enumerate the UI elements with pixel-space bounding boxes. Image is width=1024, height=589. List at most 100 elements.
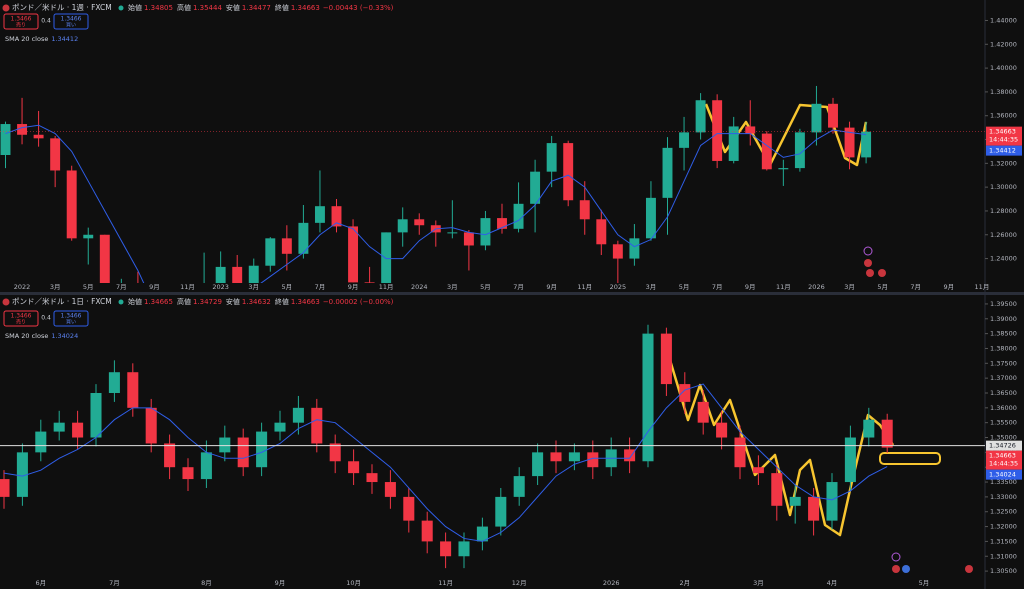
event-icons[interactable] — [863, 246, 973, 573]
symbol-icon — [2, 4, 10, 12]
buy-button[interactable] — [53, 13, 89, 30]
y-tick-label: 1.24000 — [990, 255, 1017, 263]
candle-body — [716, 422, 728, 438]
quote-value: 1.34632 — [242, 298, 271, 306]
quote-change: −0.00002 (−0.00%) — [323, 298, 394, 306]
candle-body — [771, 473, 783, 506]
candle-body — [645, 197, 656, 239]
candle-body — [697, 401, 709, 423]
y-tick-label: 1.44000 — [990, 16, 1017, 24]
candle-body — [83, 234, 94, 239]
sma-price: 1.34024 — [989, 471, 1016, 479]
sell-button[interactable] — [3, 310, 39, 327]
candle-body — [550, 452, 562, 462]
x-tick-label: 3月 — [753, 579, 764, 587]
x-tick-label: 9月 — [275, 579, 286, 587]
candle-body — [612, 244, 623, 259]
y-tick-label: 1.31500 — [990, 537, 1017, 545]
x-tick-label: 11月 — [975, 283, 990, 291]
sma-price-box — [986, 145, 1022, 156]
x-tick-label: 7月 — [116, 283, 127, 291]
y-tick-label: 1.42000 — [990, 40, 1017, 48]
candle-body — [513, 476, 525, 497]
event-icon[interactable] — [892, 565, 900, 573]
quote-value: 1.34805 — [144, 4, 173, 12]
candle-body — [745, 126, 756, 134]
event-icon[interactable] — [864, 259, 872, 267]
candle-body — [248, 265, 259, 283]
candle-body — [127, 372, 139, 408]
candle-body — [811, 103, 822, 133]
sma-line — [3, 383, 888, 542]
x-tick-label: 2026 — [603, 579, 620, 587]
x-tick-label: 2026 — [808, 283, 825, 291]
candle-body — [90, 392, 102, 438]
x-tick-label: 9月 — [546, 283, 557, 291]
y-tick-label: 1.32500 — [990, 508, 1017, 516]
buy-label: 買い — [66, 23, 76, 29]
candle-body — [532, 452, 544, 477]
event-icon[interactable] — [891, 552, 901, 562]
candle-body — [0, 124, 11, 155]
event-icon[interactable] — [878, 269, 886, 277]
candle-body — [828, 103, 838, 128]
x-tick-label: 5月 — [83, 283, 94, 291]
buy-label: 買い — [66, 320, 76, 326]
candle-body — [200, 452, 212, 480]
candle-body — [384, 482, 396, 497]
drawing-box[interactable] — [879, 452, 941, 465]
x-tick-label: 11月 — [438, 579, 453, 587]
last-price: 1.34663 — [989, 452, 1016, 460]
quote-value: 1.35444 — [193, 4, 222, 12]
x-tick-label: 3月 — [844, 283, 855, 291]
y-tick-label: 1.31000 — [990, 552, 1017, 560]
candle-body — [734, 437, 746, 468]
event-icon[interactable] — [965, 565, 973, 573]
y-tick-label: 1.26000 — [990, 231, 1017, 239]
x-tick-label: 3月 — [248, 283, 259, 291]
x-tick-label: 2022 — [14, 283, 31, 291]
ohlc-quote: 始値 1.34805 高値 1.35444 安値 1.34477 終値 1.34663 −0.0… — [128, 3, 394, 12]
candle-body — [414, 219, 425, 226]
candle-body — [311, 407, 323, 444]
spread: 0.4 — [41, 315, 51, 322]
candle-body — [281, 238, 292, 254]
x-tick-label: 3月 — [447, 283, 458, 291]
last-price-box — [986, 450, 1022, 470]
y-tick-label: 1.37000 — [990, 374, 1017, 382]
sma-line — [5, 124, 867, 283]
event-icon[interactable] — [863, 246, 873, 256]
plot — [0, 324, 893, 569]
y-tick-label: 1.28000 — [990, 207, 1017, 215]
sell-button[interactable] — [3, 13, 39, 30]
candle-body — [695, 100, 706, 133]
candle-body — [530, 171, 541, 204]
candle-body — [728, 126, 739, 161]
event-icon[interactable] — [902, 565, 910, 573]
y-tick-label: 1.39000 — [990, 315, 1017, 323]
candle-body — [546, 143, 557, 172]
x-tick-label: 11月 — [180, 283, 195, 291]
candle-body — [35, 431, 47, 453]
y-tick-label: 1.36000 — [990, 112, 1017, 120]
candle-body — [660, 333, 672, 385]
candle-body — [642, 333, 654, 462]
countdown: 14:44:35 — [989, 136, 1018, 144]
candle-body — [265, 238, 276, 266]
x-tick-label: 5月 — [282, 283, 293, 291]
candle-body — [237, 437, 249, 468]
quote-label: 終値 — [275, 297, 289, 306]
y-tick-label: 1.30500 — [990, 567, 1017, 575]
symbol-icon — [2, 298, 10, 306]
x-tick-label: 2023 — [212, 283, 229, 291]
y-tick-label: 1.33000 — [990, 493, 1017, 501]
sell-price: 1.3466 — [11, 313, 32, 320]
x-tick-label: 4月 — [827, 579, 838, 587]
candle-body — [99, 234, 110, 283]
x-tick-label: 2024 — [411, 283, 428, 291]
event-icon[interactable] — [866, 269, 874, 277]
buy-button[interactable] — [53, 310, 89, 327]
candle-body — [366, 473, 378, 483]
candle-body — [348, 461, 360, 474]
